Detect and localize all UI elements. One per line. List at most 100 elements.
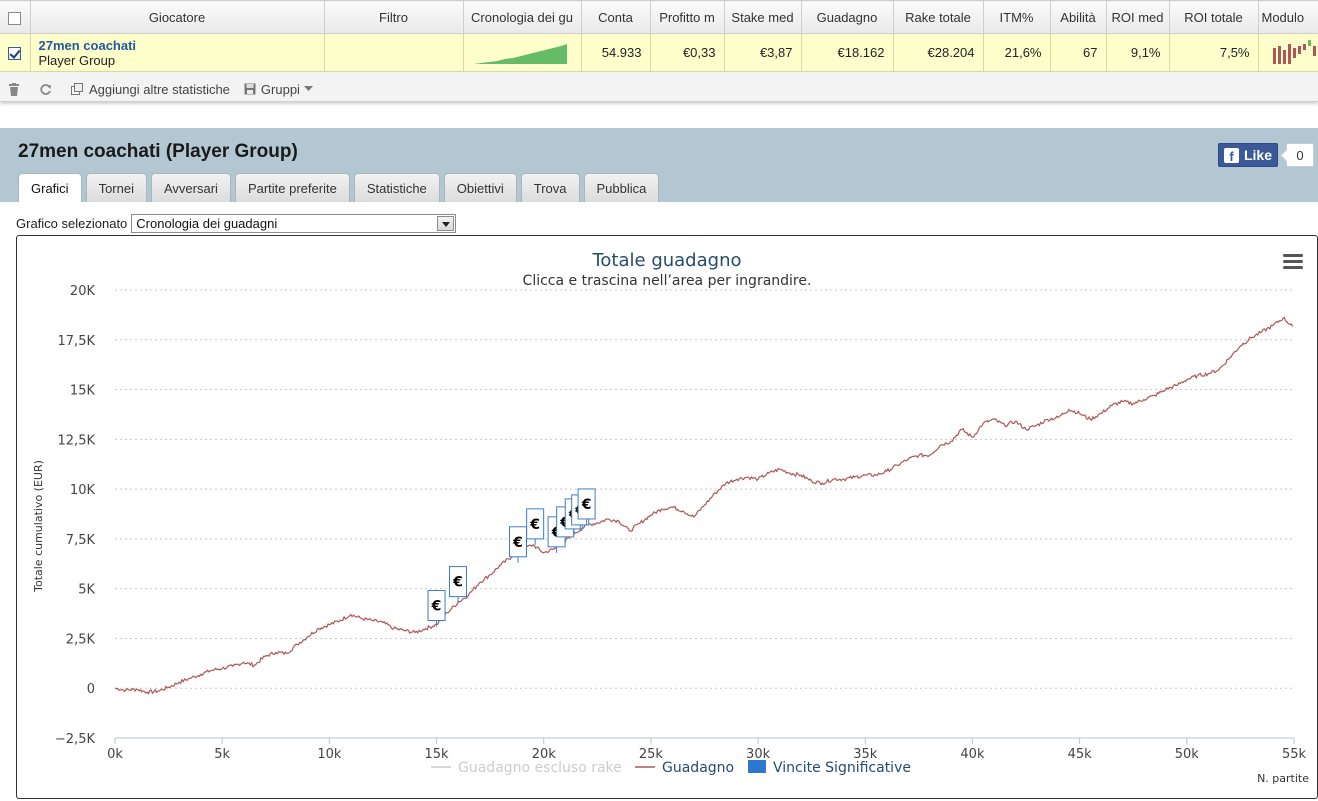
dropdown-arrow-icon[interactable] (437, 216, 455, 231)
column-header-filtro[interactable]: Filtro (324, 0, 464, 34)
x-tick-label: 55k (1282, 747, 1307, 762)
delete-button[interactable] (8, 82, 25, 96)
y-tick-label: 7,5K (66, 533, 96, 548)
chart-select-value: Cronologia dei guadagni (136, 216, 278, 231)
y-tick-label: 17,5K (58, 334, 96, 349)
facebook-like-count: 0 (1286, 143, 1314, 167)
sparkline-cell (463, 33, 582, 72)
flag-label: € (452, 575, 463, 591)
profitto-medio-cell: €0,33 (650, 33, 725, 72)
facebook-like-button[interactable]: f Like (1218, 143, 1278, 167)
guadagno-cell: €18.162 (801, 33, 894, 72)
chart-menu-button[interactable] (1283, 253, 1303, 271)
menu-icon (1283, 254, 1303, 257)
legend-label: Vincite Significative (773, 760, 911, 776)
player-type: Player Group (38, 52, 116, 68)
flag-label: € (581, 497, 592, 513)
groups-label: Gruppi (260, 81, 300, 97)
y-tick-label: 2,5K (66, 632, 96, 647)
chevron-down-icon (303, 86, 313, 91)
legend-item[interactable]: Guadagno (635, 760, 734, 776)
trash-icon (9, 82, 19, 96)
flag-label: € (431, 598, 442, 614)
player-stats-table: Giocatore Filtro Cronologia dei gu Conta… (0, 0, 1318, 72)
player-cell[interactable]: 27men coachati Player Group (30, 33, 325, 72)
y-tick-label: 10K (70, 483, 96, 498)
player-stats-panel: Giocatore Filtro Cronologia dei gu Conta… (0, 0, 1318, 102)
x-tick-label: 30k (746, 747, 771, 762)
earnings-sparkline (473, 44, 567, 64)
column-header-guadagno[interactable]: Guadagno (801, 0, 894, 34)
page-title: 27men coachati (Player Group) (18, 141, 298, 162)
itm-cell: 21,6% (983, 33, 1051, 72)
x-tick-label: 0k (107, 747, 123, 762)
groups-dropdown[interactable]: Gruppi (244, 82, 318, 97)
column-header-rake-totale[interactable]: Rake totale (893, 0, 984, 34)
significant-win-flag[interactable]: € (526, 508, 545, 545)
x-tick-label: 40k (960, 747, 985, 762)
column-header-cronologia[interactable]: Cronologia dei gu (463, 0, 582, 34)
column-header-stake-medio[interactable]: Stake med (724, 0, 802, 34)
chart-subtitle: Clicca e trascina nell’area per ingrandi… (523, 273, 812, 289)
column-header-itm[interactable]: ITM% (983, 0, 1051, 34)
x-tick-label: 15k (425, 747, 450, 762)
tab-statistiche[interactable]: Statistiche (353, 173, 440, 202)
chart-legend: Guadagno escluso rake Guadagno Vincite Sig… (431, 760, 911, 776)
x-tick-label: 45k (1068, 747, 1093, 762)
row-select-cell[interactable] (0, 33, 31, 72)
column-header-profitto-medio[interactable]: Profitto m (650, 0, 725, 34)
x-tick-label: 35k (853, 747, 878, 762)
row-select-checkbox[interactable] (8, 47, 22, 61)
significant-win-flag[interactable]: € (577, 488, 596, 525)
add-stats-button[interactable]: Aggiungi altre statistiche (71, 82, 230, 97)
tab-obiettivi[interactable]: Obiettivi (443, 173, 517, 202)
tab-trova[interactable]: Trova (520, 173, 580, 202)
legend-item[interactable]: Guadagno escluso rake (431, 760, 622, 776)
flag-label: € (529, 517, 540, 533)
y-axis-label: Totale cumulativo (EUR) (32, 460, 45, 593)
column-header-abilita[interactable]: Abilità (1050, 0, 1107, 34)
player-name-link[interactable]: 27men coachati (38, 37, 137, 53)
flag-label: € (512, 535, 523, 551)
roi-totale-cell: 7,5% (1169, 33, 1259, 72)
series-line-guadagno[interactable] (114, 316, 1294, 695)
column-header-conta[interactable]: Conta (581, 0, 651, 34)
player-header: 27men coachati (Player Group) f Like 0 G… (0, 128, 1318, 202)
column-header-roi-medio[interactable]: ROI med (1106, 0, 1170, 34)
earnings-chart[interactable]: −2,5K 0 2,5K 5K 7,5K 10K 12,5K 15K 17,5K 20K 0k 5k 1… (17, 236, 1317, 798)
tab-pubblica[interactable]: Pubblica (583, 173, 660, 202)
significant-win-flag[interactable]: € (509, 526, 528, 563)
legend-item[interactable]: Vincite Significative (748, 760, 911, 776)
table-header-row: Giocatore Filtro Cronologia dei gu Conta… (0, 0, 1318, 34)
table-toolbar: Aggiungi altre statistiche Gruppi (0, 76, 1318, 102)
abilita-cell: 67 (1050, 33, 1107, 72)
select-all-cell[interactable] (0, 0, 31, 34)
significant-win-flag[interactable]: € (427, 589, 446, 627)
add-columns-icon (71, 83, 83, 95)
y-tick-label: 15K (70, 384, 96, 399)
column-header-roi-totale[interactable]: ROI totale (1169, 0, 1259, 34)
significant-win-flag[interactable]: € (448, 566, 467, 603)
refresh-button[interactable] (39, 83, 57, 96)
section-tabs: Grafici Tornei Avversari Partite preferi… (18, 173, 663, 202)
legend-symbol (748, 760, 766, 773)
chart-select-dropdown[interactable]: Cronologia dei guadagni (131, 214, 457, 233)
facebook-like-label: Like (1243, 147, 1272, 163)
x-tick-label: 10k (317, 747, 342, 762)
conta-cell: 54.933 (581, 33, 651, 72)
y-tick-label: 20K (70, 284, 96, 299)
tab-tornei[interactable]: Tornei (85, 173, 147, 202)
column-header-giocatore[interactable]: Giocatore (30, 0, 325, 34)
chart-container[interactable]: −2,5K 0 2,5K 5K 7,5K 10K 12,5K 15K 17,5K 20K 0k 5k 1… (16, 235, 1318, 799)
filter-cell[interactable] (324, 33, 464, 72)
select-all-checkbox[interactable] (8, 11, 22, 25)
refresh-icon (40, 83, 51, 95)
tab-partite-preferite[interactable]: Partite preferite (234, 173, 350, 202)
table-row[interactable]: 27men coachati Player Group 54.933 €0,33… (0, 33, 1318, 72)
column-header-modulo[interactable]: Modulo (1258, 0, 1318, 34)
legend-label: Guadagno escluso rake (458, 760, 622, 776)
rake-totale-cell: €28.204 (893, 33, 984, 72)
tab-grafici[interactable]: Grafici (18, 173, 82, 202)
tab-avversari[interactable]: Avversari (150, 173, 231, 202)
x-axis-label: N. partite (1257, 772, 1309, 785)
